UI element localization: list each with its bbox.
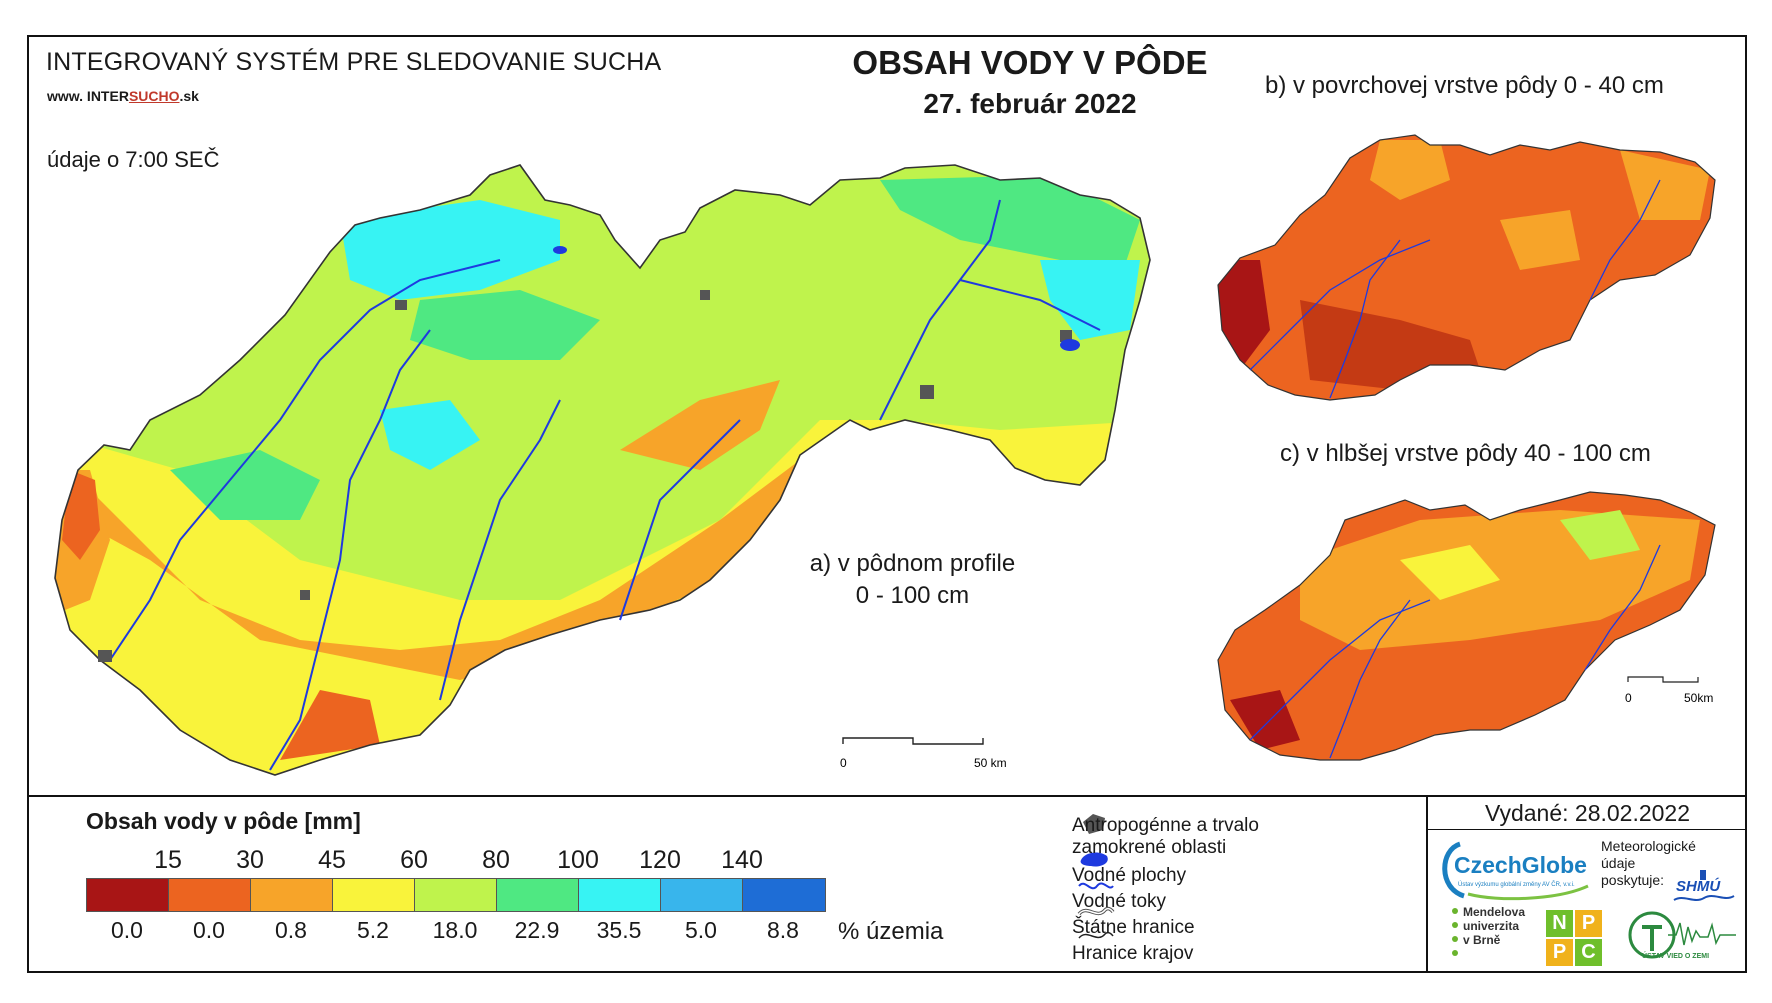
issued-date: Vydané: 28.02.2022 — [1484, 800, 1691, 826]
map-b-raster — [1218, 135, 1715, 400]
anthropogenic-label: Antropogénne a trvalo zamokrené oblasti — [1072, 815, 1259, 858]
map-c-border — [1217, 491, 1716, 761]
map-b-border — [1217, 134, 1716, 401]
legend-color-scale — [86, 878, 826, 912]
svg-text:50km: 50km — [1684, 691, 1713, 705]
legend-threshold: 100 — [557, 846, 599, 874]
map-a-scale-bar: 0 50 km — [840, 737, 1007, 770]
czechglobe-logo: CzechGlobe Ústav výzkumu globální změny … — [1438, 836, 1598, 906]
svg-text:0: 0 — [840, 756, 847, 770]
system-title: INTEGROVANÝ SYSTÉM PRE SLEDOVANIE SUCHA — [46, 48, 662, 76]
legend-threshold: 60 — [400, 846, 428, 874]
symbol-legend-icons — [1077, 814, 1115, 939]
legend-percentage: 0.0 — [111, 917, 143, 943]
uvz-logo: ÚSTAV VIED O ZEMI — [1628, 905, 1740, 967]
map-date: 27. február 2022 — [923, 88, 1137, 119]
water-stream-icon — [1078, 882, 1114, 890]
map-c-scale-bar: 0 50km — [1625, 676, 1713, 705]
legend-class-0 — [87, 879, 169, 911]
legend-class-4 — [415, 879, 497, 911]
legend-threshold: 15 — [154, 846, 182, 874]
legend-percentage: 0.0 — [193, 917, 225, 943]
legend-threshold: 120 — [639, 846, 681, 874]
svg-text:0: 0 — [1625, 691, 1632, 705]
map-a-raster — [55, 165, 1150, 775]
mendel-university-logo: Mendelova univerzita v Brně — [1452, 905, 1525, 956]
legend-threshold: 80 — [482, 846, 510, 874]
nppc-logo: N P P C — [1546, 910, 1602, 966]
legend-class-1 — [169, 879, 251, 911]
map-b-rivers — [1249, 179, 1661, 399]
water-bodies-label: Vodné plochy — [1072, 865, 1187, 886]
svg-text:50 km: 50 km — [974, 756, 1007, 770]
legend-percentage: 5.0 — [685, 917, 717, 943]
legend-class-5 — [497, 879, 579, 911]
legend-class-7 — [661, 879, 743, 911]
map-b-label: b) v povrchovej vrstve pôdy 0 - 40 cm — [1265, 72, 1664, 99]
legend-percentage: 18.0 — [432, 917, 478, 943]
legend-threshold: 30 — [236, 846, 264, 874]
percent-unit-label: % územia — [838, 918, 944, 945]
map-a-border — [54, 164, 1151, 776]
legend-class-6 — [579, 879, 661, 911]
map-c-raster — [1218, 492, 1715, 760]
legend-threshold: 140 — [721, 846, 763, 874]
website-link[interactable]: www. INTERSUCHO.sk — [47, 88, 199, 104]
legend-percentage: 5.2 — [357, 917, 389, 943]
legend-class-8 — [743, 879, 825, 911]
water-streams-label: Vodné toky — [1072, 891, 1167, 912]
legend-percentage: 0.8 — [275, 917, 307, 943]
map-c-rivers — [1249, 544, 1661, 759]
regional-border-icon — [1078, 931, 1114, 939]
legend-threshold: 45 — [318, 846, 346, 874]
map-a-anthropogenic — [98, 290, 1072, 662]
anthropogenic-area-icon — [1083, 814, 1105, 834]
map-a-label: a) v pôdnom profile 0 - 100 cm — [809, 550, 1016, 609]
legend-divider — [27, 795, 1747, 797]
map-a-water-bodies — [553, 246, 1080, 351]
legend-class-2 — [251, 879, 333, 911]
water-body-icon — [1080, 852, 1108, 867]
map-c-label: c) v hlbšej vrstve pôdy 40 - 100 cm — [1280, 440, 1651, 467]
legend-percentage: 8.8 — [767, 917, 799, 943]
footer-divider — [1426, 795, 1428, 973]
page-title: OBSAH VODY V PÔDE — [852, 44, 1208, 81]
legend-class-3 — [333, 879, 415, 911]
legend-title: Obsah vody v pôde [mm] — [86, 808, 361, 834]
regional-border-label: Hranice krajov — [1072, 943, 1194, 964]
data-time-note: údaje o 7:00 SEČ — [47, 147, 220, 172]
map-a-rivers — [109, 199, 1101, 771]
state-border-label: Štátne hranice — [1072, 917, 1195, 938]
legend-percentage: 35.5 — [596, 917, 642, 943]
meteo-data-note: Meteorologické údaje poskytuje: — [1601, 838, 1696, 888]
legend-percentage: 22.9 — [514, 917, 560, 943]
shmu-logo: SHMÚ — [1672, 870, 1736, 904]
issued-divider — [1426, 829, 1747, 830]
